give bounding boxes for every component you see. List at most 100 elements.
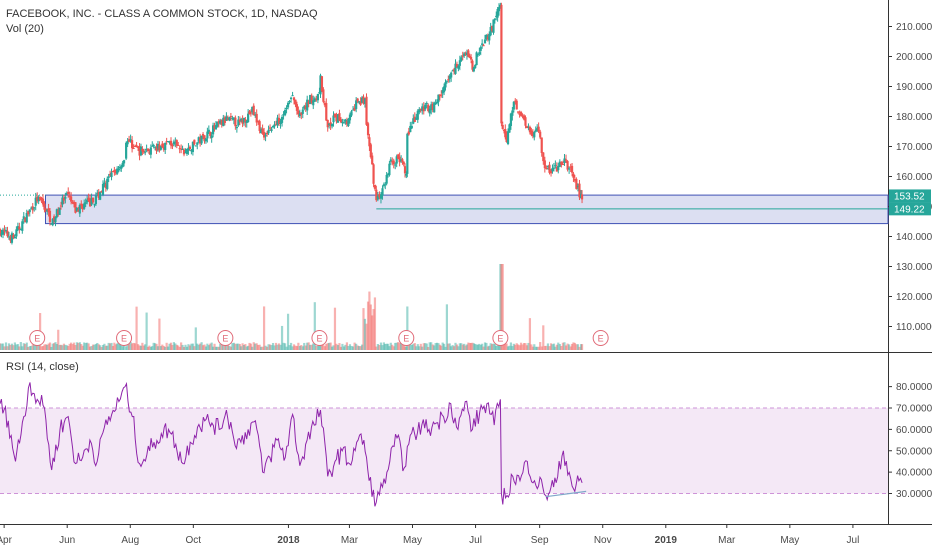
- candle-body: [504, 129, 507, 138]
- candle-body: [376, 195, 379, 200]
- candle-body: [90, 198, 93, 205]
- candle-body: [249, 112, 252, 114]
- candle-body: [133, 146, 137, 148]
- volume-bar: [554, 346, 557, 350]
- volume-bar: [289, 342, 293, 350]
- earnings-marker: [29, 330, 46, 346]
- volume-bar: [548, 346, 551, 350]
- volume-bar: [171, 344, 174, 350]
- candle-body: [178, 148, 181, 150]
- candle-body: [434, 102, 437, 104]
- candle-body: [7, 236, 11, 238]
- volume-bar: [386, 343, 390, 350]
- candle-body: [580, 194, 584, 200]
- candle-body: [552, 167, 556, 169]
- volume-bar: [566, 343, 569, 350]
- volume-bar: [25, 342, 28, 350]
- volume-bar: [468, 342, 471, 350]
- candle-body: [489, 26, 492, 36]
- volume-bar: [401, 343, 404, 350]
- candle-body: [273, 124, 276, 127]
- earnings-marker: [592, 330, 609, 346]
- volume-bar: [376, 344, 379, 350]
- volume-bar: [415, 346, 418, 350]
- volume-bar: [336, 345, 340, 350]
- candle-body: [13, 237, 17, 239]
- volume-bar: [348, 344, 352, 350]
- volume-bar: [564, 345, 568, 350]
- volume-bar: [316, 345, 320, 350]
- candle-body: [356, 98, 359, 102]
- volume-bar: [75, 342, 79, 350]
- candle-body: [496, 9, 499, 18]
- volume-bar: [320, 343, 324, 350]
- volume-bar: [207, 345, 210, 350]
- volume-bar: [149, 346, 152, 350]
- candle-body: [394, 164, 397, 166]
- volume-bar: [190, 343, 193, 350]
- volume-bar: [454, 342, 457, 350]
- volume-bar: [71, 344, 74, 350]
- time-axis-label: Sep: [531, 535, 549, 546]
- volume-bar: [267, 344, 270, 350]
- volume-bar: [238, 344, 241, 350]
- candle-body: [425, 103, 428, 105]
- earnings-marker: [116, 330, 133, 346]
- volume-bar: [245, 346, 248, 350]
- volume-bar: [285, 346, 288, 350]
- volume-bar: [307, 342, 310, 350]
- candle-body: [68, 195, 71, 197]
- volume-bar: [15, 344, 18, 350]
- volume-bar: [338, 343, 341, 350]
- candle-body: [397, 154, 400, 159]
- candle-body: [117, 168, 120, 170]
- candle-body: [280, 116, 284, 123]
- volume-bar: [200, 342, 203, 350]
- candle-body: [59, 205, 63, 207]
- volume-bar: [120, 342, 123, 350]
- volume-bar: [249, 343, 252, 350]
- candle-body: [235, 126, 238, 129]
- volume-bar: [61, 345, 64, 350]
- candle-body: [16, 226, 19, 230]
- volume-bar: [62, 343, 65, 350]
- candle-body: [306, 99, 309, 111]
- candle-body: [151, 145, 154, 147]
- candle-body: [200, 135, 203, 144]
- volume-bar: [217, 346, 220, 350]
- volume-bar: [464, 345, 467, 350]
- volume-bar: [504, 342, 507, 350]
- price-axis-label: 200.0000: [896, 52, 932, 63]
- candle-body: [19, 229, 22, 231]
- volume-bar: [397, 342, 400, 350]
- volume-bar: [461, 344, 464, 350]
- volume-bar: [133, 343, 137, 350]
- volume-bar: [254, 343, 257, 350]
- candle-body: [413, 116, 416, 122]
- candle-body: [96, 193, 99, 195]
- candle-body: [180, 148, 183, 150]
- volume-bar: [43, 344, 46, 350]
- volume-bar: [220, 342, 223, 350]
- volume-bar: [77, 342, 80, 350]
- volume-bar: [199, 343, 202, 350]
- candle-body: [461, 55, 464, 57]
- volume-bar: [552, 343, 556, 350]
- candle-body: [191, 141, 194, 153]
- candle-body: [440, 94, 443, 96]
- candle-body: [400, 159, 403, 162]
- candle-body: [262, 131, 266, 138]
- volume-bar: [463, 343, 466, 350]
- candle-body: [155, 147, 158, 151]
- candle-body: [514, 100, 517, 102]
- candle-body: [172, 141, 175, 145]
- candle-body: [573, 178, 576, 181]
- candle-body: [460, 57, 463, 61]
- volume-bar: [110, 342, 113, 350]
- volume-bar: [264, 345, 267, 350]
- last-price-tag-bg: [889, 202, 931, 216]
- candle-body: [410, 125, 413, 129]
- volume-bar: [368, 291, 371, 350]
